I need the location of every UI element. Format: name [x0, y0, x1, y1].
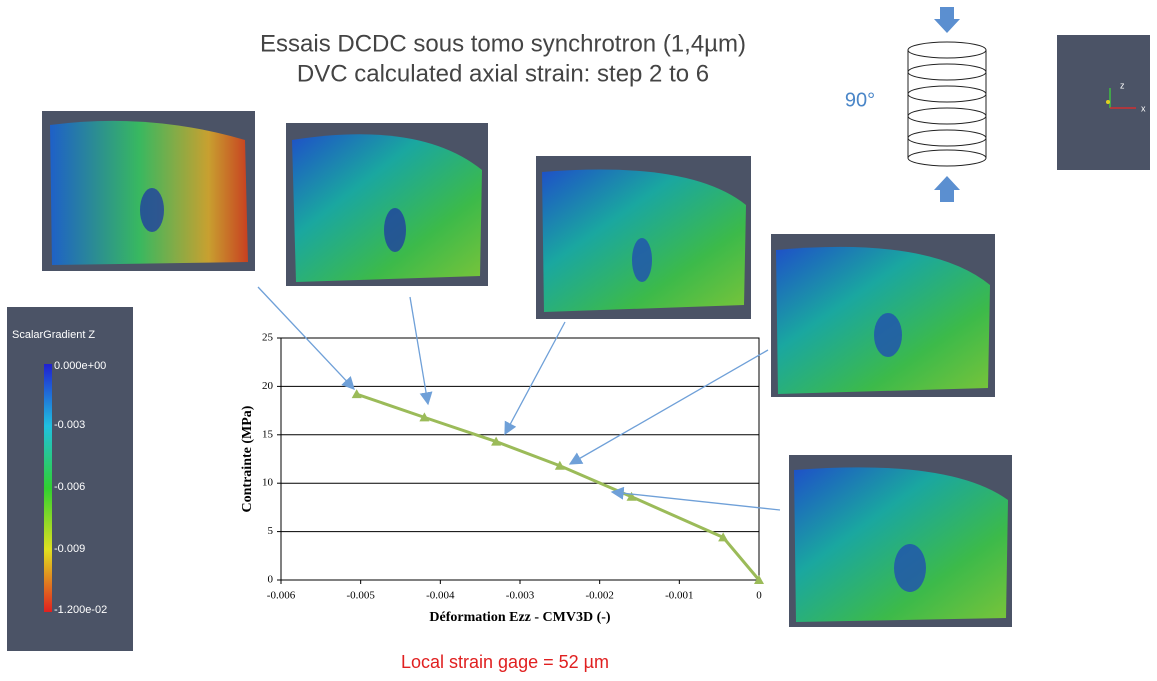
title-line: DVC calculated axial strain: step 2 to 6	[297, 60, 709, 87]
data-marker	[419, 412, 430, 422]
x-tick-label: 0	[756, 590, 762, 602]
data-marker	[351, 389, 362, 399]
x-tick-label: -0.003	[506, 590, 535, 602]
x-tick-label: -0.005	[346, 590, 375, 602]
chart: 0 5 10 15 20 25 -0.006 -0.005 -0.004 -0.003 -0.002…	[240, 332, 764, 625]
callout-arrows	[257, 286, 781, 511]
x-axis-label: Déformation Ezz - CMV3D (-)	[429, 610, 610, 625]
data-marker	[491, 436, 502, 446]
axis-label: z	[1120, 80, 1125, 90]
y-tick-label: 0	[268, 574, 274, 586]
y-tick-label: 15	[262, 428, 274, 440]
x-tick-label: -0.001	[665, 590, 693, 602]
x-tick-label: -0.002	[585, 590, 613, 602]
data-marker	[626, 491, 637, 501]
y-tick-label: 10	[262, 477, 274, 489]
colorbar-label: -0.003	[54, 419, 85, 431]
y-axis-label: Contrainte (MPa)	[240, 405, 255, 512]
data-marker	[554, 460, 565, 470]
colorbar-label: -1.200e-02	[54, 604, 107, 616]
colorbar-label: 0.000e+00	[54, 360, 106, 372]
colorbar-panel: ScalarGradient Z 0.000e+00 -0.003 -0.006…	[7, 307, 133, 651]
orientation-gizmo: z x	[1057, 35, 1150, 170]
title-line: Essais DCDC sous tomo synchrotron (1,4µm…	[260, 30, 746, 57]
y-tick-label: 25	[262, 332, 274, 344]
axis-label: x	[1141, 103, 1146, 113]
angle-label: 90°	[845, 89, 875, 111]
y-tick-label: 5	[268, 525, 274, 537]
data-marker	[754, 575, 764, 584]
colorbar-label: -0.006	[54, 481, 85, 493]
y-tick-label: 20	[262, 380, 274, 392]
colorbar-title: ScalarGradient Z	[12, 329, 95, 341]
x-tick-label: -0.004	[426, 590, 455, 602]
tomography-images	[42, 111, 1012, 627]
title: Essais DCDC sous tomo synchrotron (1,4µm…	[260, 30, 746, 87]
data-marker	[718, 532, 729, 542]
cylinder-diagram	[907, 7, 987, 202]
colorbar-label: -0.009	[54, 543, 85, 555]
x-tick-label: -0.006	[267, 590, 296, 602]
footer-note: Local strain gage = 52 µm	[401, 652, 609, 672]
plot-area	[280, 337, 760, 581]
